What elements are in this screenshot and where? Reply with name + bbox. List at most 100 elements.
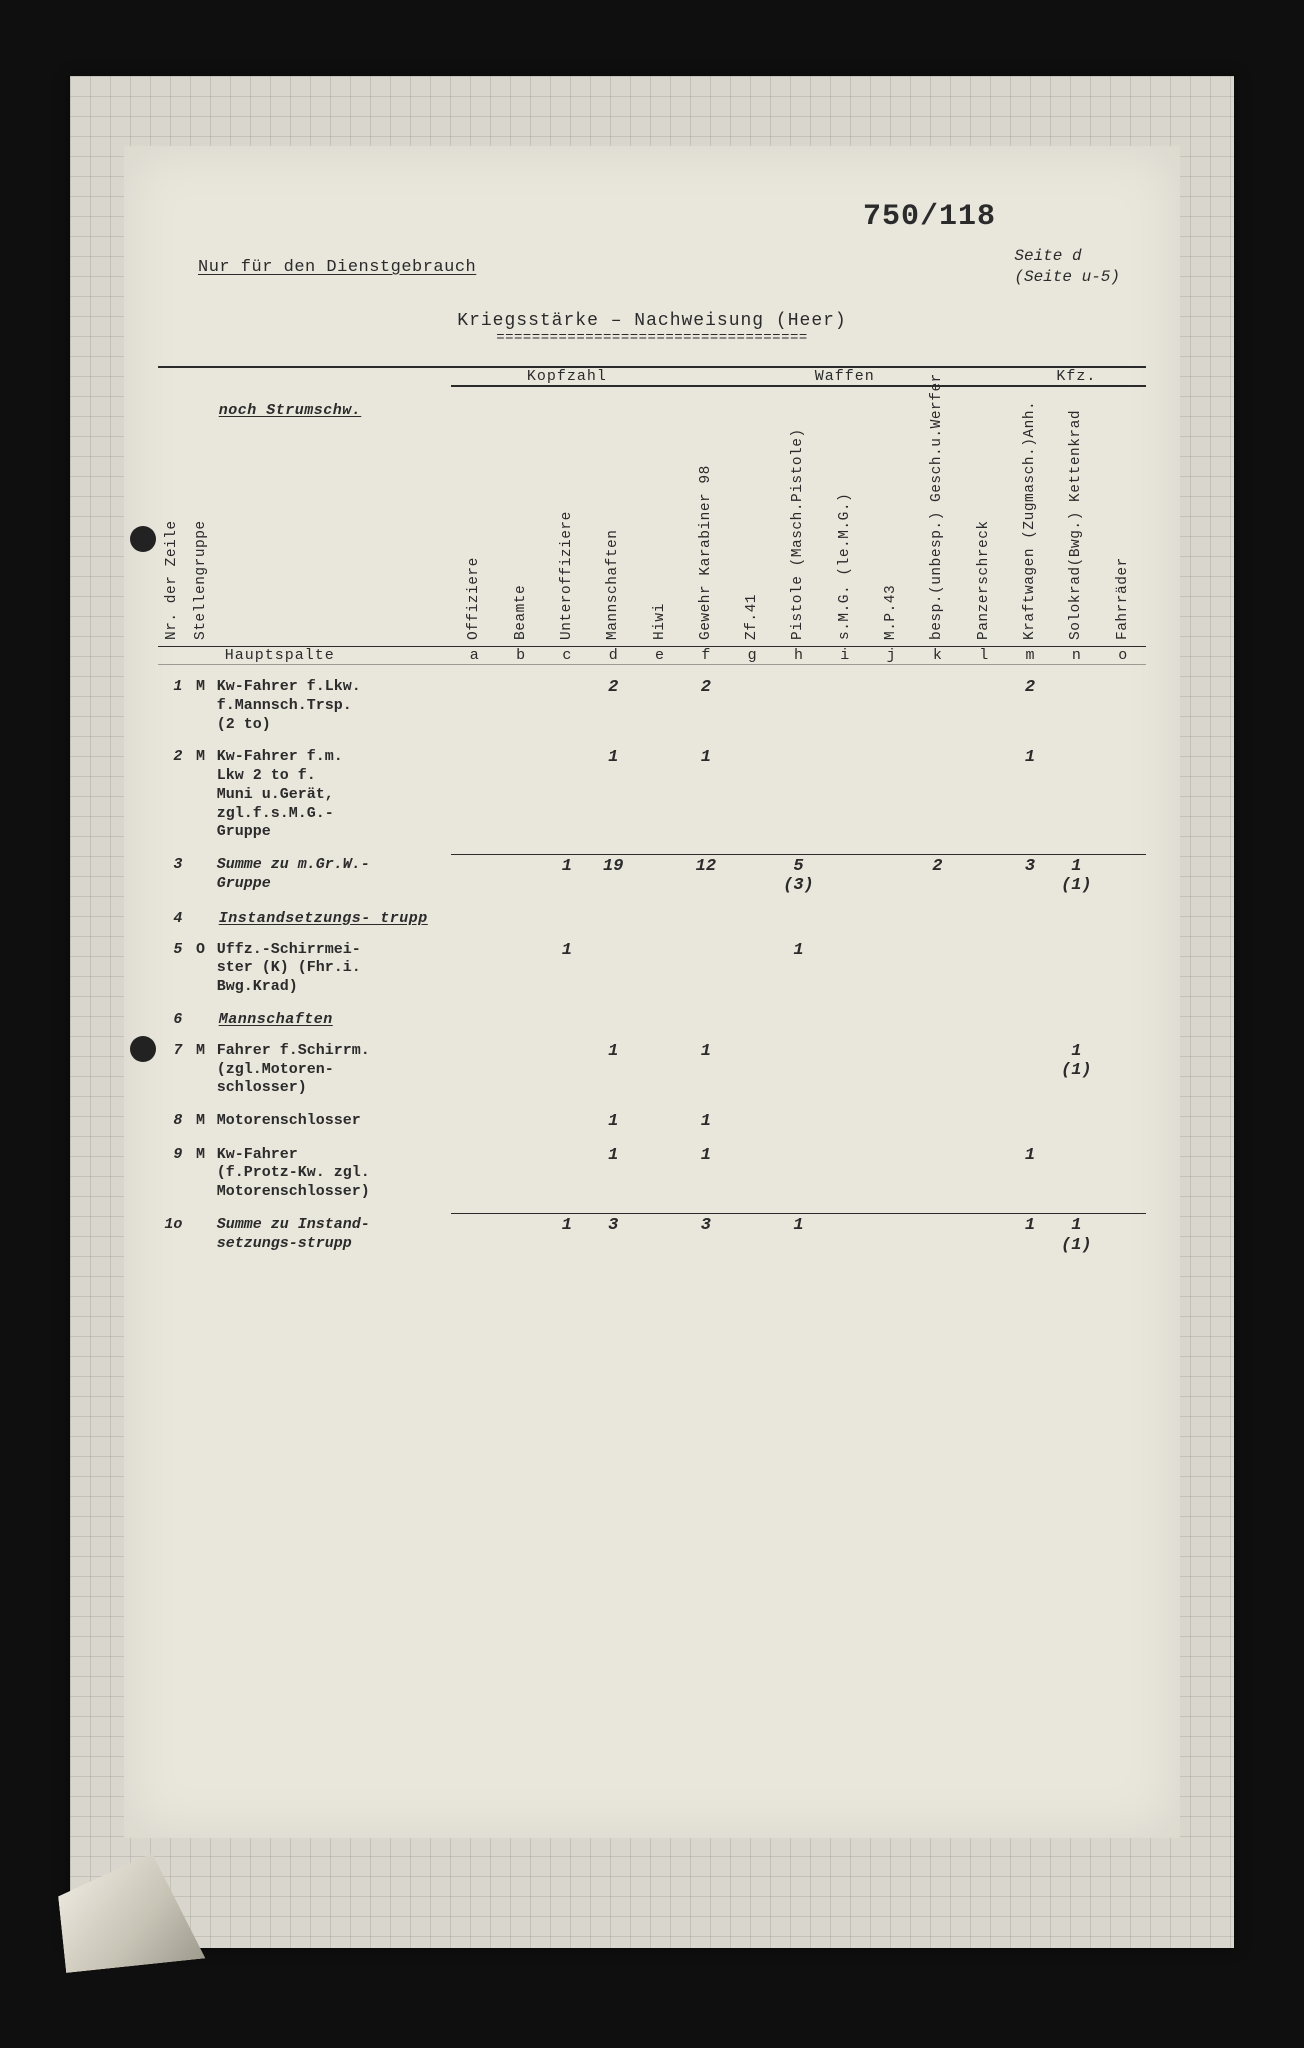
cell-l [961,1040,1007,1098]
vh-e: Hiwi [636,386,682,646]
table-row: 6Mannschaften [158,1009,1146,1028]
cell-a [451,676,497,734]
cell-e [636,1144,682,1202]
cell-l [961,1214,1007,1256]
table-body: 1MKw-Fahrer f.Lkw.f.Mannsch.Trsp.(2 to)2… [158,664,1146,1255]
row-number: 6 [158,1009,186,1028]
vh-j: M.P.43 [868,386,914,646]
cell-j [868,1009,914,1028]
col-a: a [451,646,497,664]
table-wrapper: Kopfzahl Waffen Kfz. Nr. der Zeile Stell… [158,366,1146,1255]
cell-e [636,1110,682,1132]
cell-g [729,854,775,896]
cell-g [729,676,775,734]
cell-e [636,854,682,896]
row-number: 8 [158,1110,186,1132]
cell-n [1053,1110,1099,1132]
table-row: 1MKw-Fahrer f.Lkw.f.Mannsch.Trsp.(2 to)2… [158,676,1146,734]
row-stellengruppe: M [186,1144,214,1202]
cell-m: 1 [1007,1144,1053,1202]
cell-b [497,939,543,997]
cell-i [822,939,868,997]
cell-k [914,676,960,734]
document-number: 750/118 [158,186,1146,234]
punch-hole-top [130,526,156,552]
row-number: 1o [158,1214,186,1256]
cell-a [451,1040,497,1098]
cell-m [1007,1040,1053,1098]
cell-i [822,1110,868,1132]
table-row: 8MMotorenschlosser11 [158,1110,1146,1132]
cell-f: 3 [683,1214,729,1256]
row-stellengruppe: M [186,1110,214,1132]
cell-h [775,908,821,927]
cell-n [1053,676,1099,734]
cell-k [914,1009,960,1028]
cell-d: 1 [590,1040,636,1098]
cell-n [1053,939,1099,997]
cell-k [914,1110,960,1132]
vh-n: Solokrad(Bwg.) Kettenkrad [1053,386,1099,646]
cell-h [775,1144,821,1202]
cell-o [1100,908,1147,927]
cell-j [868,854,914,896]
cell-o [1100,746,1147,842]
group-kopfzahl: Kopfzahl [451,367,683,386]
vertical-header-row: Nr. der Zeile Stellengruppe noch Strumsc… [158,386,1146,646]
cell-i [822,1144,868,1202]
cell-e [636,939,682,997]
row-number: 7 [158,1040,186,1098]
cell-b [497,676,543,734]
cell-j [868,939,914,997]
row-stellengruppe: M [186,746,214,842]
cell-n [1053,1009,1099,1028]
table-row: 9MKw-Fahrer(f.Protz-Kw. zgl.Motorenschlo… [158,1144,1146,1202]
col-o: o [1100,646,1147,664]
cell-o [1100,1214,1147,1256]
col-m: m [1007,646,1053,664]
table-row: 5OUffz.-Schirrmei-ster (K) (Fhr.i.Bwg.Kr… [158,939,1146,997]
cell-o [1100,676,1147,734]
cell-c [544,1040,590,1098]
col-b: b [497,646,543,664]
strength-table: Kopfzahl Waffen Kfz. Nr. der Zeile Stell… [158,366,1146,1255]
cell-b [497,1214,543,1256]
cell-n: 1(1) [1053,1214,1099,1256]
hauptspalte-label: Hauptspalte [215,646,451,664]
cell-l [961,939,1007,997]
cell-f: 2 [683,676,729,734]
cell-f: 1 [683,746,729,842]
cell-h [775,676,821,734]
section-heading: noch Strumschw. [215,386,451,646]
cell-i [822,676,868,734]
cell-l [961,908,1007,927]
cell-f [683,908,729,927]
vh-k: besp.(unbesp.) Gesch.u.Werfer [914,386,960,646]
cell-h: 1 [775,939,821,997]
cell-g [729,939,775,997]
cell-h: 5(3) [775,854,821,896]
cell-l [961,676,1007,734]
cell-k [914,1040,960,1098]
cell-j [868,908,914,927]
cell-a [451,1214,497,1256]
page-ref-line-2: (Seite u-5) [1014,267,1120,288]
cell-c: 1 [544,1214,590,1256]
cell-d [590,1009,636,1028]
vh-h: Pistole (Masch.Pistole) [775,386,821,646]
col-g: g [729,646,775,664]
row-stellengruppe: M [186,676,214,734]
cell-g [729,1009,775,1028]
cell-b [497,854,543,896]
row-number: 5 [158,939,186,997]
cell-e [636,1009,682,1028]
cell-m: 1 [1007,1214,1053,1256]
cell-n [1053,908,1099,927]
cell-g [729,908,775,927]
row-description: Motorenschlosser [215,1110,451,1132]
page-fold-corner [55,1849,206,1973]
cell-f [683,1009,729,1028]
cell-c [544,676,590,734]
cell-c: 1 [544,854,590,896]
cell-o [1100,1144,1147,1202]
